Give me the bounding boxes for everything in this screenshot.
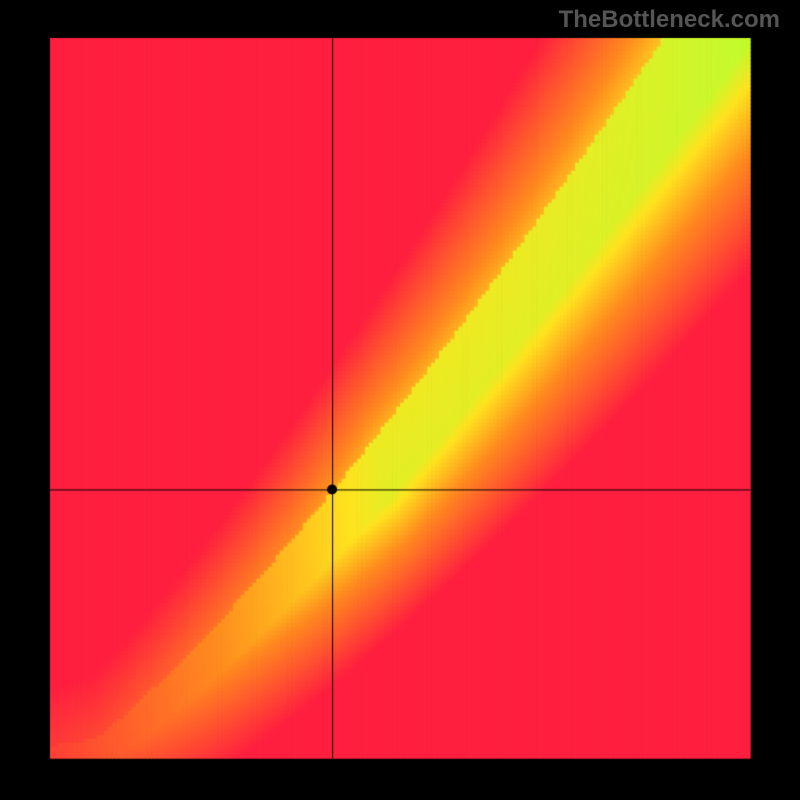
bottleneck-heatmap [0,0,800,800]
watermark-label: TheBottleneck.com [559,6,780,34]
